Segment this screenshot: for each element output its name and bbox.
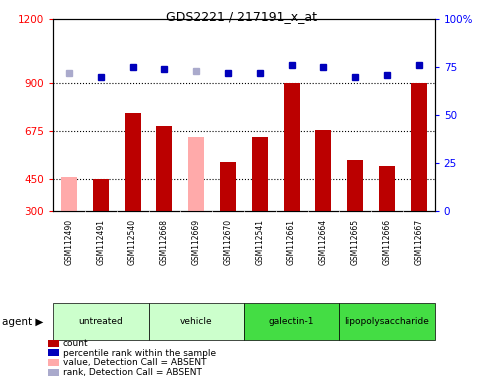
Bar	[156, 126, 172, 211]
Bar	[284, 83, 299, 211]
Bar	[339, 303, 435, 340]
Text: value, Detection Call = ABSENT: value, Detection Call = ABSENT	[63, 358, 206, 367]
Text: GSM112491: GSM112491	[96, 218, 105, 265]
Text: rank, Detection Call = ABSENT: rank, Detection Call = ABSENT	[63, 368, 202, 377]
Text: untreated: untreated	[78, 317, 123, 326]
Bar	[347, 160, 363, 211]
Text: GSM112541: GSM112541	[256, 218, 264, 265]
Bar	[188, 137, 204, 211]
Text: GSM112540: GSM112540	[128, 218, 137, 265]
Text: GSM112668: GSM112668	[160, 218, 169, 265]
Text: GSM112666: GSM112666	[383, 218, 392, 265]
Text: GSM112664: GSM112664	[319, 218, 328, 265]
Bar	[220, 162, 236, 211]
Bar	[315, 130, 331, 211]
Text: GSM112667: GSM112667	[414, 218, 423, 265]
Text: GSM112669: GSM112669	[192, 218, 201, 265]
Text: GSM112490: GSM112490	[65, 218, 73, 265]
Text: vehicle: vehicle	[180, 317, 213, 326]
Text: GSM112661: GSM112661	[287, 218, 296, 265]
Bar	[61, 177, 77, 211]
Bar	[379, 166, 395, 211]
Text: GDS2221 / 217191_x_at: GDS2221 / 217191_x_at	[166, 10, 317, 23]
Bar	[244, 303, 339, 340]
Text: GSM112665: GSM112665	[351, 218, 360, 265]
Bar	[53, 303, 149, 340]
Text: agent ▶: agent ▶	[2, 316, 44, 327]
Text: percentile rank within the sample: percentile rank within the sample	[63, 349, 216, 358]
Bar	[93, 179, 109, 211]
Bar	[125, 113, 141, 211]
Text: galectin-1: galectin-1	[269, 317, 314, 326]
Text: count: count	[63, 339, 88, 348]
Bar	[149, 303, 244, 340]
Text: lipopolysaccharide: lipopolysaccharide	[344, 317, 429, 326]
Bar	[411, 83, 427, 211]
Text: GSM112670: GSM112670	[224, 218, 232, 265]
Bar	[252, 137, 268, 211]
